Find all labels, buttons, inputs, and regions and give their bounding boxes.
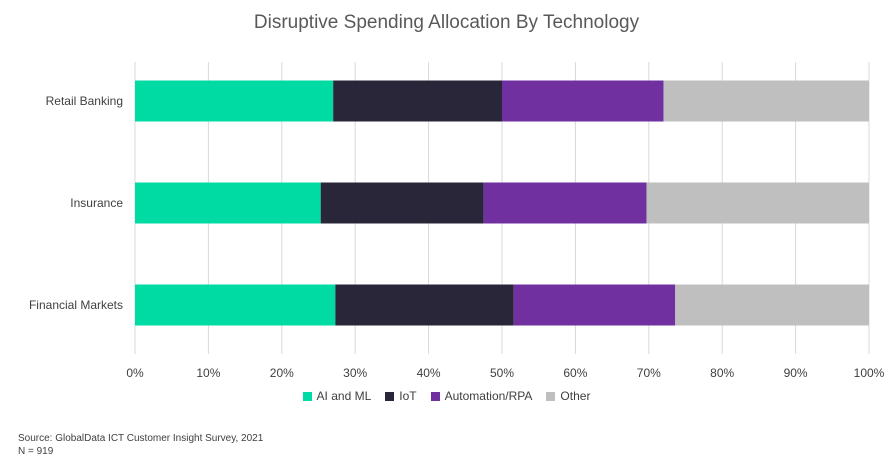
- x-tick-label: 30%: [343, 366, 367, 380]
- legend-label: Other: [560, 389, 591, 403]
- legend-item: IoT: [385, 389, 417, 403]
- bar-segment: [335, 284, 514, 326]
- legend-swatch: [546, 391, 556, 401]
- legend-swatch: [302, 391, 312, 401]
- bar-segment: [135, 284, 336, 326]
- legend: AI and ML IoT Automation/RPA Other: [0, 389, 893, 403]
- legend-item: Automation/RPA: [430, 389, 533, 403]
- x-tick-label: 50%: [490, 366, 514, 380]
- legend-label: AI and ML: [316, 389, 372, 403]
- bar-segment: [483, 182, 647, 224]
- sample-size: N = 919: [18, 446, 54, 457]
- bar-segment: [646, 182, 869, 224]
- x-tick-label: 10%: [196, 366, 220, 380]
- bar-segment: [135, 80, 334, 122]
- x-tick-label: 90%: [784, 366, 808, 380]
- legend-item: Other: [546, 389, 590, 403]
- x-tick-label: 60%: [563, 366, 587, 380]
- category-label: Financial Markets: [29, 298, 123, 312]
- bar-segment: [135, 182, 321, 224]
- legend-label: Automation/RPA: [444, 389, 533, 403]
- bar-segment: [333, 80, 502, 122]
- x-tick-label: 40%: [417, 366, 441, 380]
- category-label: Retail Banking: [46, 94, 123, 108]
- legend-label: IoT: [399, 389, 417, 403]
- legend-item: AI and ML: [302, 389, 372, 403]
- source-line: Source: GlobalData ICT Customer Insight …: [18, 433, 264, 444]
- legend-swatch: [430, 391, 440, 401]
- x-tick-label: 70%: [637, 366, 661, 380]
- x-tick-label: 100%: [854, 366, 885, 380]
- bar-segment: [502, 80, 664, 122]
- bar-segment: [320, 182, 484, 224]
- chart-title: Disruptive Spending Allocation By Techno…: [253, 12, 640, 33]
- x-tick-label: 20%: [270, 366, 294, 380]
- x-tick-label: 80%: [710, 366, 734, 380]
- legend-swatch: [385, 391, 395, 401]
- bar-segment: [663, 80, 869, 122]
- bars: [135, 80, 869, 326]
- category-label: Insurance: [70, 196, 123, 210]
- x-tick-labels: 0% 10% 20% 30% 40% 50% 60% 70% 80% 90% 100%: [126, 366, 884, 380]
- category-labels: Retail Banking Insurance Financial Markets: [29, 94, 123, 312]
- x-tick-label: 0%: [126, 366, 144, 380]
- bar-segment: [513, 284, 676, 326]
- source-note: Source: GlobalData ICT Customer Insight …: [18, 432, 263, 458]
- bar-segment: [675, 284, 869, 326]
